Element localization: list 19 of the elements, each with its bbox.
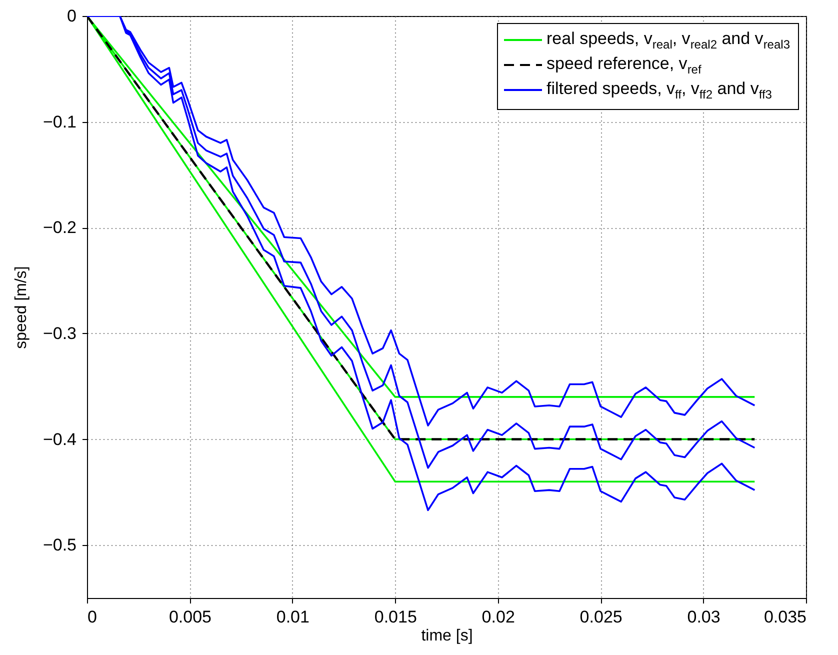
y-tick-label: −0.1 xyxy=(42,112,76,132)
legend-label: real speeds, v$_{real}$, v$_{real2}$ and v$_{real3}$ xyxy=(546,28,790,53)
x-tick-label: 0.025 xyxy=(580,608,622,626)
legend-label: filtered speeds, v$_{ff}$, v$_{ff2}$ and v$_{ff3}$ xyxy=(546,78,772,103)
x-tick-label: 0.015 xyxy=(374,608,417,626)
x-tick-label: 0 xyxy=(88,608,97,626)
y-tick-label: −0.4 xyxy=(42,430,76,449)
x-tick-label: 0.005 xyxy=(168,608,212,626)
y-tick-label: −0.2 xyxy=(42,218,76,238)
legend-label: speed reference, v$_{ref}$ xyxy=(546,52,702,78)
y-tick-label: −0.3 xyxy=(42,324,76,343)
y-axis-title: speed [m/s] xyxy=(12,266,30,349)
x-axis-title: time [s] xyxy=(421,628,473,644)
x-tick-label: 0.02 xyxy=(482,608,515,626)
y-tick-label: −0.5 xyxy=(42,536,76,555)
x-tick-label: 0.01 xyxy=(276,608,310,626)
x-tick-label: 0.03 xyxy=(687,608,720,626)
y-tick-label: 0 xyxy=(67,6,76,26)
x-tick-label: 0.035 xyxy=(764,608,806,626)
